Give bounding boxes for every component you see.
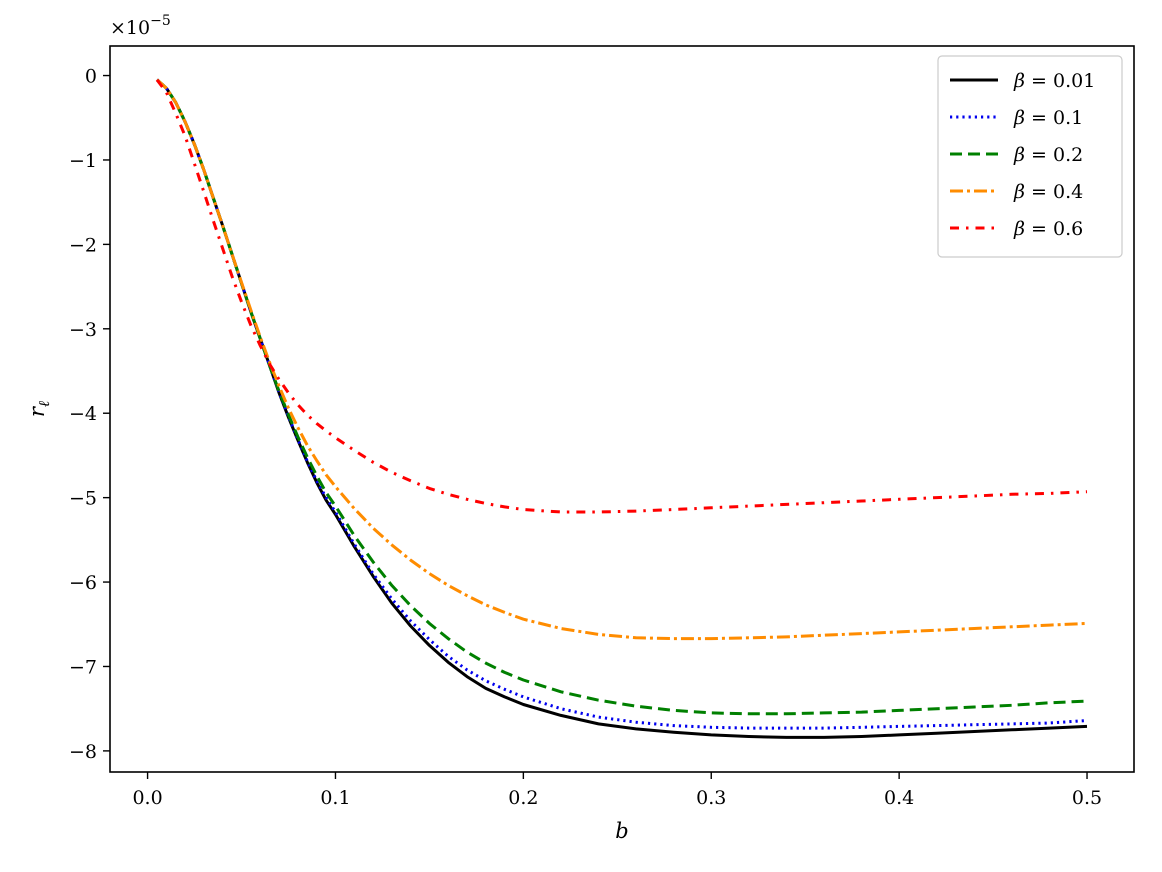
x-tick-label: 0.4 bbox=[884, 787, 914, 809]
y-tick-label: −4 bbox=[69, 403, 97, 425]
legend-label-0: β = 0.01 bbox=[1013, 70, 1095, 92]
x-axis-label: b bbox=[615, 819, 628, 843]
legend-value: = 0.2 bbox=[1025, 144, 1083, 166]
y-tick-label: −7 bbox=[69, 656, 97, 678]
legend-label-3: β = 0.4 bbox=[1013, 181, 1083, 203]
y-tick-label: −3 bbox=[69, 319, 97, 341]
y-tick-label: −2 bbox=[69, 234, 97, 256]
y-tick-label: −5 bbox=[69, 488, 97, 510]
legend-symbol: β bbox=[1013, 70, 1025, 92]
offset-exponent: −5 bbox=[150, 13, 171, 29]
y-tick-label: −8 bbox=[69, 741, 97, 763]
x-tick-label: 0.1 bbox=[320, 787, 350, 809]
x-axis: 0.0 0.1 0.2 0.3 0.4 0.5 bbox=[132, 772, 1102, 809]
legend-symbol: β bbox=[1013, 144, 1025, 166]
x-tick-label: 0.5 bbox=[1072, 787, 1102, 809]
legend-label-1: β = 0.1 bbox=[1013, 107, 1083, 129]
y-axis: 0 −1 −2 −3 −4 −5 −6 −7 −8 bbox=[69, 66, 110, 763]
y-tick-label: 0 bbox=[85, 66, 97, 88]
axis-offset-text: ×10−5 bbox=[110, 13, 171, 39]
legend-value: = 0.6 bbox=[1025, 218, 1083, 240]
series-line-3 bbox=[156, 78, 1088, 641]
plot-area bbox=[155, 78, 1088, 739]
y-tick-label: −6 bbox=[69, 572, 97, 594]
series-line-4 bbox=[155, 78, 1088, 514]
y-axis-label-main: r bbox=[25, 405, 49, 417]
legend-value: = 0.1 bbox=[1025, 107, 1083, 129]
legend-label-4: β = 0.6 bbox=[1013, 218, 1083, 240]
axes-frame bbox=[109, 45, 1135, 773]
x-tick-label: 0.3 bbox=[696, 787, 726, 809]
legend-value: = 0.4 bbox=[1025, 181, 1083, 203]
legend-symbol: β bbox=[1013, 218, 1025, 240]
x-tick-label: 0.0 bbox=[132, 787, 162, 809]
y-axis-label: rℓ bbox=[25, 401, 53, 417]
x-tick-label: 0.2 bbox=[508, 787, 538, 809]
legend-value: = 0.01 bbox=[1025, 70, 1095, 92]
legend-box bbox=[937, 55, 1123, 258]
y-tick-label: −1 bbox=[69, 150, 97, 172]
legend-label-2: β = 0.2 bbox=[1013, 144, 1083, 166]
legend-symbol: β bbox=[1013, 107, 1025, 129]
offset-base: ×10 bbox=[110, 17, 150, 39]
y-axis-label-subscript: ℓ bbox=[35, 401, 53, 407]
legend: β = 0.01β = 0.1β = 0.2β = 0.4β = 0.6 bbox=[937, 55, 1123, 258]
legend-symbol: β bbox=[1013, 181, 1025, 203]
